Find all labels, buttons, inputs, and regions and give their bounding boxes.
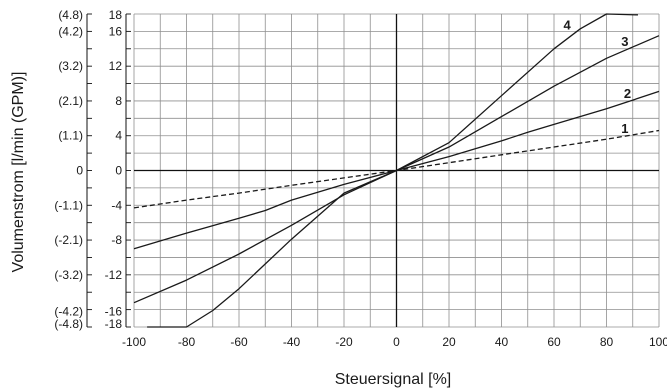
y-tick-label-secondary: (-4.2) [54, 305, 83, 319]
x-tick-label: 80 [600, 335, 614, 349]
curve-label-3: 3 [621, 34, 628, 49]
y-axis-title: Volumenstrom [l/min (GPM)] [10, 72, 27, 273]
y-tick-label: 4 [115, 129, 122, 143]
x-tick-label: 40 [495, 335, 509, 349]
y-tick-label: 12 [109, 59, 123, 73]
x-tick-label: -40 [283, 335, 301, 349]
chart-ticks: -100 -80 -60 -40 -20 0 20 40 60 80 100181612840-4-… [54, 8, 667, 349]
curve-label-1: 1 [621, 121, 628, 136]
x-tick-label: 100 [649, 335, 667, 349]
x-tick-label: -100 [122, 335, 146, 349]
x-tick-label: -60 [230, 335, 248, 349]
x-tick-label: 20 [442, 335, 456, 349]
y-tick-label-secondary: (-4.8) [54, 317, 83, 331]
x-tick-label: 0 [393, 335, 400, 349]
y-tick-label: 0 [115, 164, 122, 178]
y-tick-label-secondary: (-3.2) [54, 268, 83, 282]
y-tick-label-secondary: (3.2) [58, 59, 83, 73]
y-tick-label-secondary: (4.8) [58, 8, 83, 22]
y-tick-label: -16 [105, 305, 123, 319]
y-tick-label: -12 [105, 268, 123, 282]
curve-label-4: 4 [564, 17, 572, 32]
chart-axes [86, 13, 659, 328]
y-tick-label-secondary: 0 [76, 164, 83, 178]
curve-label-2: 2 [624, 86, 631, 101]
chart-series [133, 13, 660, 328]
y-tick-label: 18 [109, 8, 123, 22]
y-tick-label-secondary: (2.1) [58, 94, 83, 108]
y-tick-label: -8 [111, 233, 122, 247]
series-line-4 [147, 13, 639, 328]
x-tick-label: 60 [547, 335, 561, 349]
y-tick-label: 16 [109, 24, 123, 38]
y-tick-label-secondary: (4.2) [58, 24, 83, 38]
y-tick-label-secondary: (-1.1) [54, 198, 83, 212]
y-tick-label: -18 [105, 317, 123, 331]
x-axis-title: Steuersignal [%] [335, 371, 452, 388]
chart-curve-labels: 1 2 3 4 [564, 17, 632, 135]
x-tick-label: -20 [335, 335, 353, 349]
x-tick-label: -80 [178, 335, 196, 349]
y-tick-label-secondary: (-2.1) [54, 233, 83, 247]
y-tick-label-secondary: (1.1) [58, 129, 83, 143]
y-tick-label: -4 [111, 198, 122, 212]
y-tick-label: 8 [115, 94, 122, 108]
